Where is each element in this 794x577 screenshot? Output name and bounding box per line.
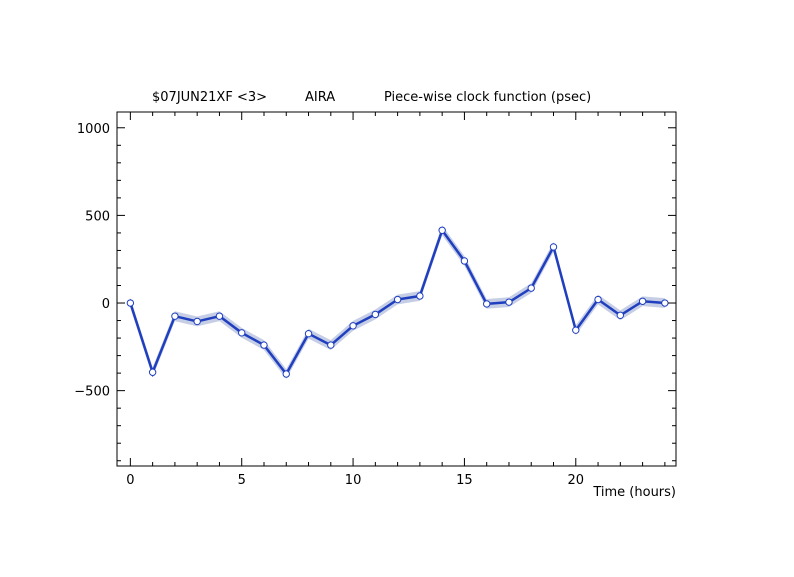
data-point xyxy=(638,297,647,305)
y-tick-label: 1000 xyxy=(77,122,110,137)
data-point xyxy=(393,295,402,304)
y-tick-label: −500 xyxy=(74,385,110,400)
data-point xyxy=(549,243,558,251)
data-point xyxy=(349,322,357,330)
data-point xyxy=(438,226,446,234)
data-point xyxy=(527,284,535,292)
data-point xyxy=(616,311,625,319)
data-point xyxy=(416,292,424,300)
data-point xyxy=(238,329,246,337)
x-tick-label: 5 xyxy=(238,473,246,488)
data-point xyxy=(126,299,135,307)
chart-title-description: Piece-wise clock function (psec) xyxy=(384,90,591,105)
data-point xyxy=(260,341,268,349)
data-point xyxy=(148,368,157,376)
axes-layer: 0 5 10 15 20 1000 500 0 −500 xyxy=(74,112,676,488)
y-tick-label: 0 xyxy=(102,297,110,312)
data-point-layer xyxy=(126,226,669,378)
data-point xyxy=(371,310,380,319)
data-point xyxy=(193,317,201,326)
x-tick-label: 10 xyxy=(345,473,362,488)
data-point xyxy=(304,329,313,338)
data-point xyxy=(215,312,224,320)
data-point xyxy=(482,300,491,308)
x-axis-label: Time (hours) xyxy=(592,485,676,500)
data-point xyxy=(327,341,335,349)
data-point xyxy=(594,295,602,304)
x-tick-label: 0 xyxy=(126,473,134,488)
x-tick-label: 15 xyxy=(456,473,473,488)
chart-title-experiment: $07JUN21XF <3> xyxy=(152,90,267,105)
plot-frame xyxy=(116,111,677,467)
y-tick-label: 500 xyxy=(85,209,110,224)
data-point xyxy=(171,312,179,320)
data-point xyxy=(661,299,669,307)
data-point xyxy=(505,298,513,306)
data-point xyxy=(282,370,290,378)
x-tick-label: 20 xyxy=(568,473,585,488)
data-point xyxy=(572,326,580,334)
chart-title-station: AIRA xyxy=(305,90,335,105)
data-point xyxy=(460,257,469,265)
